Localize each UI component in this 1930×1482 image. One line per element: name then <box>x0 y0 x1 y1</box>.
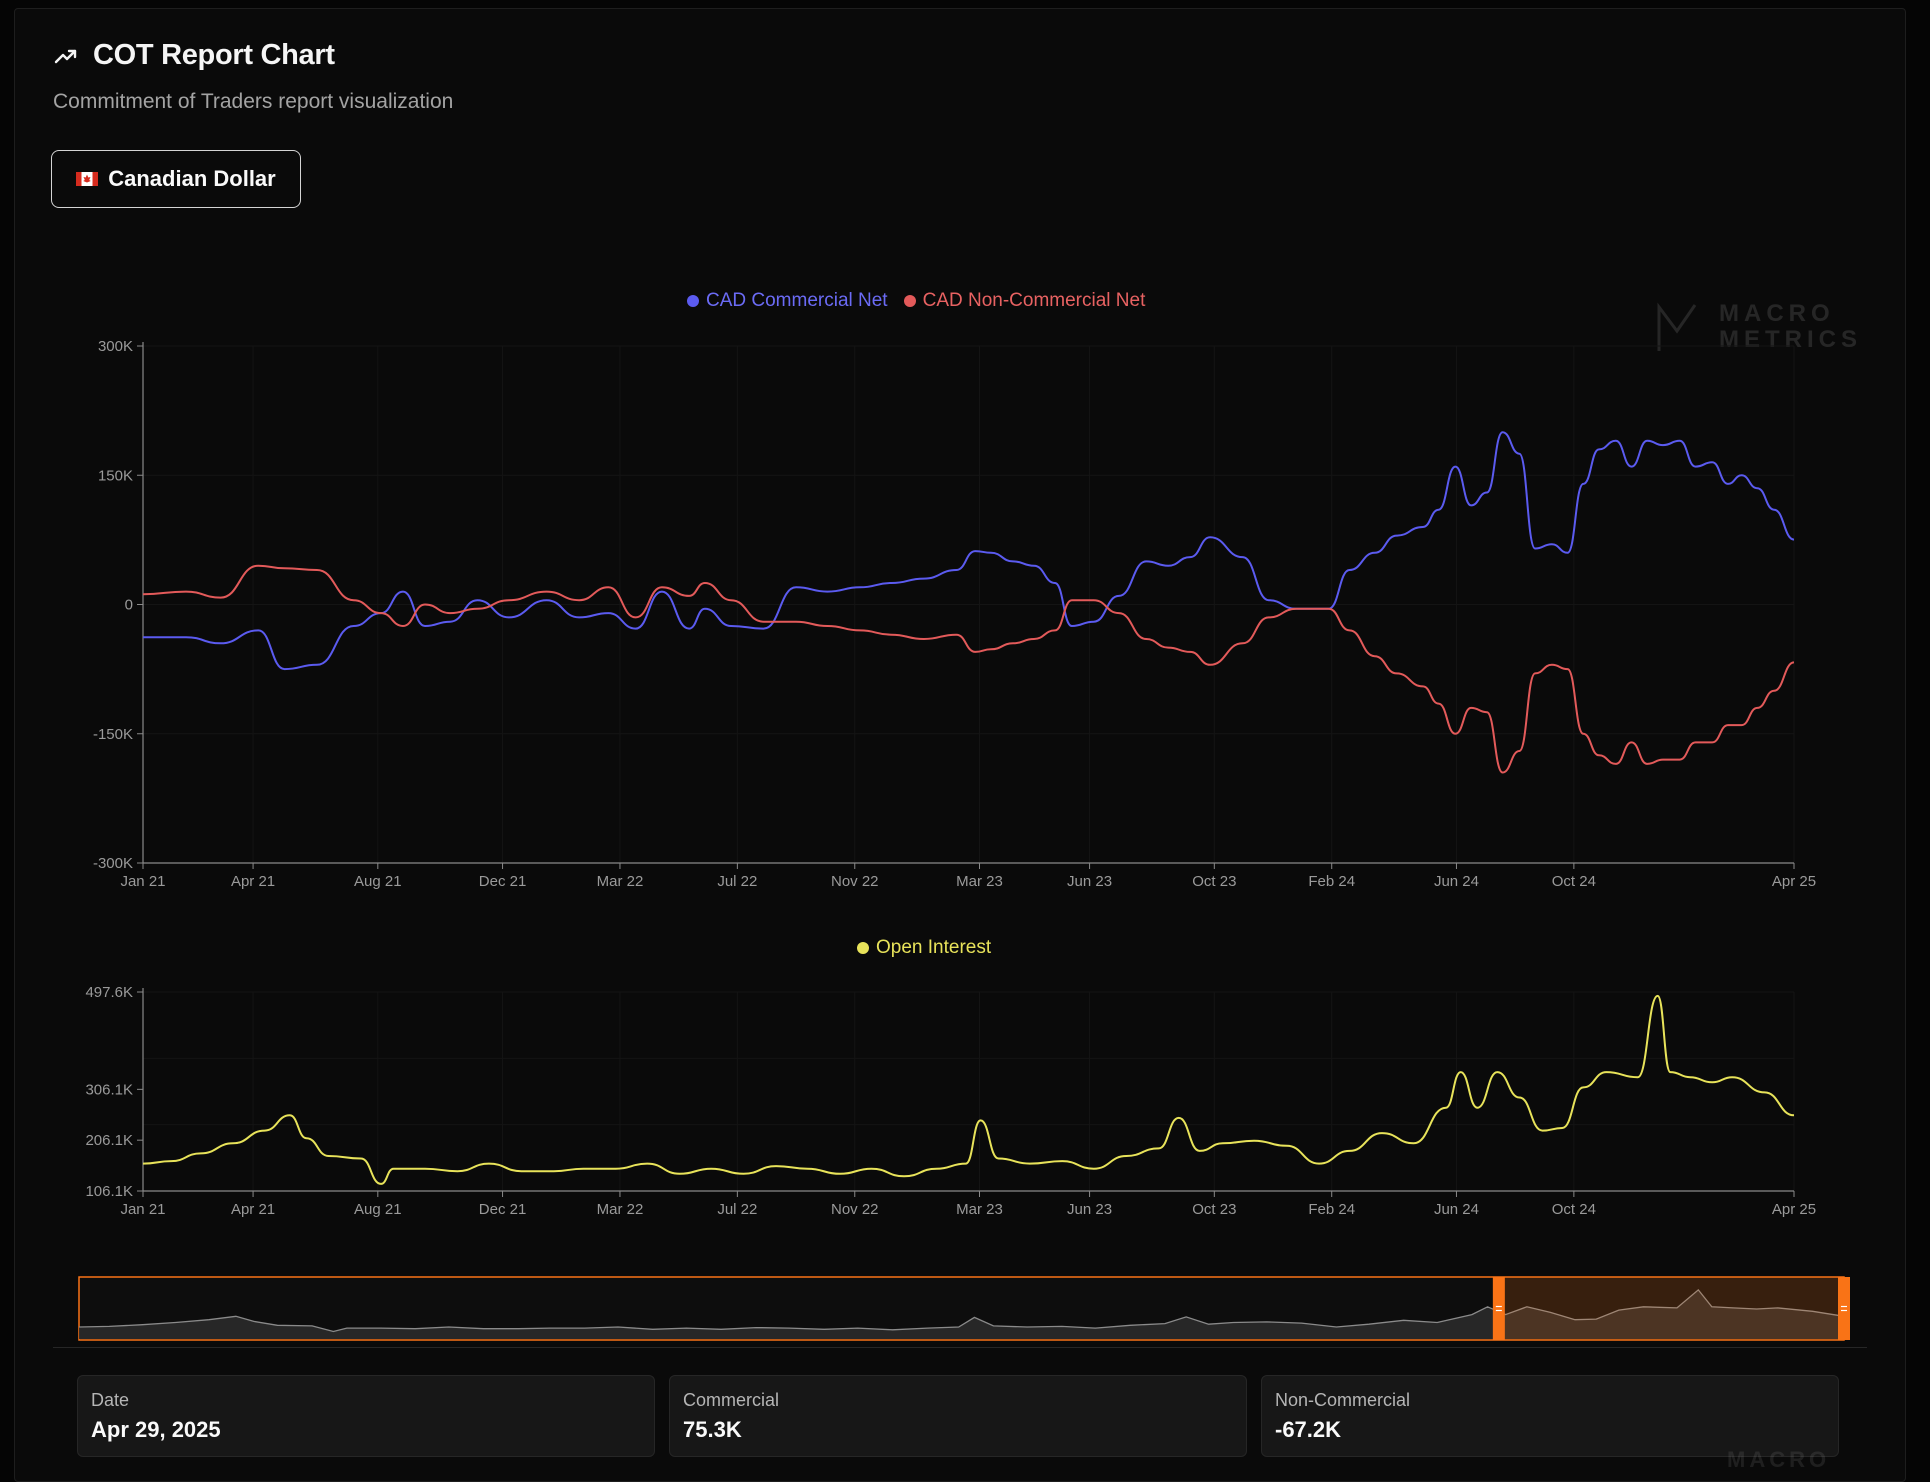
oi-x-tick-label: Jun 23 <box>1067 1201 1112 1218</box>
navigator-handle-right[interactable] <box>1838 1277 1850 1340</box>
oi-y-tick-label: 306.1K <box>85 1081 133 1098</box>
trending-up-icon <box>54 49 77 63</box>
oi-chart-legend: Open Interest <box>857 937 991 959</box>
oi-x-tick-label: Apr 25 <box>1772 1201 1816 1218</box>
net-x-tick-label: Nov 22 <box>831 873 879 890</box>
bottom-watermark: MACRO <box>1727 1447 1831 1472</box>
legend-label-open-interest: Open Interest <box>876 937 992 958</box>
oi-x-tick-label: Oct 24 <box>1552 1201 1596 1218</box>
chart-panel: COT Report Chart Commitment of Traders r… <box>14 8 1906 1482</box>
oi-x-tick-label: Mar 23 <box>956 1201 1003 1218</box>
stat-card-date: Date Apr 29, 2025 <box>77 1375 655 1457</box>
navigator-selection <box>1498 1277 1844 1340</box>
legend-dot-commercial <box>687 295 699 307</box>
oi-x-tick-label: Jul 22 <box>717 1201 757 1218</box>
net-x-tick-label: Mar 23 <box>956 873 1003 890</box>
oi-x-tick-label: Apr 21 <box>231 1201 275 1218</box>
net-y-tick-label: -150K <box>93 726 133 743</box>
non-commercial-net-line <box>142 564 1795 774</box>
oi-x-tick-label: Mar 22 <box>597 1201 644 1218</box>
oi-y-tick-label: 206.1K <box>85 1132 133 1149</box>
net-x-tick-label: Jun 24 <box>1434 873 1479 890</box>
navigator-handle-left[interactable] <box>1492 1277 1505 1340</box>
navigator-line <box>78 1288 1845 1333</box>
macro-metrics-watermark: MACRO METRICS <box>1655 301 1857 359</box>
net-x-tick-label: Apr 25 <box>1772 873 1816 890</box>
stat-value-commercial: 75.3K <box>683 1417 742 1442</box>
oi-y-tick-label: 106.1K <box>85 1183 133 1200</box>
stat-value-non-commercial: -67.2K <box>1275 1417 1342 1442</box>
section-divider <box>53 1347 1867 1348</box>
stat-card-commercial: Commercial 75.3K <box>669 1375 1247 1457</box>
net-y-tick-label: 0 <box>125 597 133 614</box>
watermark-line2: METRICS <box>1719 326 1862 353</box>
oi-x-tick-label: Dec 21 <box>479 1201 527 1218</box>
legend-dot-non-commercial <box>903 295 916 307</box>
legend-item-non-commercial[interactable]: CAD Non-Commercial Net <box>903 290 1146 312</box>
stat-value-date: Apr 29, 2025 <box>91 1417 221 1442</box>
net-y-tick-label: 150K <box>98 467 133 484</box>
net-x-tick-label: Aug 21 <box>354 873 402 890</box>
stat-label-commercial: Commercial <box>683 1390 780 1410</box>
oi-y-tick-label: 497.6K <box>85 984 133 1001</box>
net-x-tick-label: Oct 24 <box>1552 873 1596 890</box>
oi-x-tick-label: Aug 21 <box>354 1201 402 1218</box>
commercial-net-line <box>142 431 1795 671</box>
legend-dot-open-interest <box>857 942 869 954</box>
navigator-area <box>79 1289 1844 1339</box>
oi-x-tick-label: Feb 24 <box>1308 1201 1355 1218</box>
net-x-tick-label: Oct 23 <box>1192 873 1236 890</box>
legend-item-open-interest[interactable]: Open Interest <box>857 937 991 959</box>
net-y-tick-label: 300K <box>98 338 133 355</box>
macro-metrics-logo-icon <box>1657 302 1697 351</box>
net-x-tick-label: Jul 22 <box>717 873 757 890</box>
stat-label-non-commercial: Non-Commercial <box>1275 1390 1411 1410</box>
header: COT Report Chart Commitment of Traders r… <box>53 39 453 114</box>
net-x-tick-label: Dec 21 <box>479 873 527 890</box>
legend-item-commercial[interactable]: CAD Commercial Net <box>687 290 888 312</box>
main-chart-legend: CAD Commercial Net CAD Non-Commercial Ne… <box>687 290 1145 312</box>
asset-selector-button[interactable]: Canadian Dollar <box>51 150 301 208</box>
asset-selector-label: Canadian Dollar <box>108 166 276 191</box>
watermark-line1: MACRO <box>1719 300 1835 327</box>
oi-x-tick-label: Oct 23 <box>1192 1201 1236 1218</box>
legend-label-commercial: CAD Commercial Net <box>706 290 888 311</box>
net-x-tick-label: Jun 23 <box>1067 873 1112 890</box>
open-interest-line <box>142 994 1795 1185</box>
title-row: COT Report Chart <box>53 39 453 72</box>
net-x-tick-label: Jan 21 <box>120 873 165 890</box>
oi-x-tick-label: Jan 21 <box>120 1201 165 1218</box>
legend-label-non-commercial: CAD Non-Commercial Net <box>922 290 1146 311</box>
net-y-tick-label: -300K <box>93 855 133 872</box>
net-x-tick-label: Feb 24 <box>1308 873 1355 890</box>
page-title: COT Report Chart <box>93 39 335 71</box>
stats-row: Date Apr 29, 2025 Commercial 75.3K Non-C… <box>77 1375 1839 1457</box>
oi-x-tick-label: Jun 24 <box>1434 1201 1479 1218</box>
range-navigator[interactable] <box>78 1276 1850 1341</box>
stat-card-non-commercial: Non-Commercial -67.2K <box>1261 1375 1839 1457</box>
stat-label-date: Date <box>91 1390 130 1410</box>
canada-flag-icon <box>76 172 99 186</box>
oi-x-tick-label: Nov 22 <box>831 1201 879 1218</box>
page-subtitle: Commitment of Traders report visualizati… <box>53 90 454 113</box>
net-x-tick-label: Mar 22 <box>597 873 644 890</box>
net-x-tick-label: Apr 21 <box>231 873 275 890</box>
